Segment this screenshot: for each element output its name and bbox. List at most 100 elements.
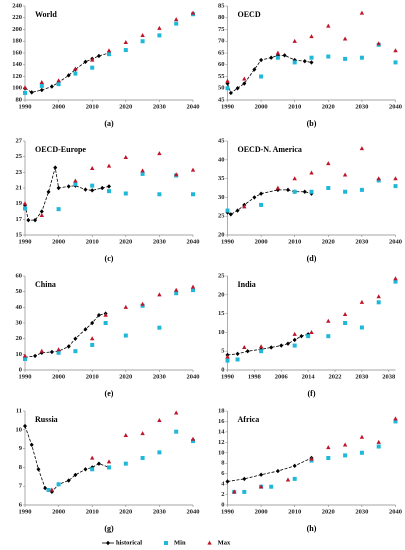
point: [29, 442, 34, 448]
point: [359, 434, 365, 439]
point: [343, 321, 348, 325]
point: [23, 206, 27, 211]
y-tick-label: 10: [16, 351, 23, 358]
point: [140, 301, 145, 306]
x-tick-label: 1998: [248, 373, 262, 380]
point: [309, 456, 314, 461]
x-tick-label: 2000: [52, 508, 65, 515]
point: [123, 461, 128, 466]
y-tick-label: 120: [12, 73, 22, 80]
x-tick-label: 2000: [255, 103, 268, 110]
y-tick-label: 85: [218, 2, 225, 9]
point: [292, 331, 297, 336]
y-tick-label: 220: [12, 14, 22, 21]
point: [66, 478, 71, 483]
point: [157, 25, 162, 30]
point: [302, 189, 307, 194]
point: [90, 188, 95, 193]
point: [140, 32, 145, 37]
x-tick-label: 2006: [275, 373, 289, 380]
point: [342, 311, 348, 316]
point: [174, 410, 179, 415]
point: [242, 476, 247, 482]
y-tick-label: 25: [218, 272, 225, 279]
point: [258, 344, 264, 349]
point: [309, 330, 314, 334]
point: [29, 90, 34, 95]
point: [190, 436, 196, 441]
point: [359, 299, 365, 304]
series-line: [24, 167, 110, 221]
panel-label: (h): [307, 524, 317, 533]
point: [73, 178, 78, 183]
legend-marker: [106, 540, 110, 546]
point: [107, 189, 111, 194]
y-tick-label: 18: [218, 407, 225, 414]
y-tick-label: 60: [218, 61, 225, 68]
chart-title: Russia: [35, 415, 58, 424]
point: [309, 189, 314, 194]
point: [309, 55, 314, 60]
point: [292, 57, 297, 63]
y-tick-label: 9: [19, 445, 23, 452]
legend-marker: [207, 540, 212, 545]
point: [225, 479, 230, 484]
point: [56, 350, 61, 355]
point: [259, 472, 264, 477]
point: [393, 60, 398, 65]
x-tick-label: 2020: [119, 103, 132, 110]
point: [306, 334, 311, 339]
point: [269, 345, 274, 350]
y-tick-label: 14: [218, 428, 225, 435]
point: [252, 67, 257, 72]
y-tick-label: 65: [218, 49, 225, 56]
x-tick-label: 2010: [86, 508, 99, 515]
point: [140, 456, 145, 460]
x-tick-label: 2010: [86, 103, 99, 110]
y-tick-label: 17: [16, 216, 23, 223]
y-tick-label: 40: [218, 156, 225, 163]
series-line: [24, 313, 106, 358]
point: [326, 318, 331, 323]
x-tick-label: 2030: [153, 508, 166, 515]
point: [123, 155, 128, 160]
point: [191, 439, 195, 444]
x-tick-label: 2030: [355, 508, 368, 515]
point: [90, 320, 95, 326]
point: [39, 348, 44, 353]
point: [140, 431, 145, 436]
point: [343, 453, 348, 458]
x-tick-label: 2020: [119, 238, 132, 245]
point: [259, 202, 264, 207]
y-tick-label: 140: [12, 61, 22, 68]
point: [225, 78, 230, 83]
point: [376, 300, 381, 305]
chart-title: OECD-N. America: [238, 145, 302, 154]
point: [242, 204, 247, 209]
point: [106, 163, 112, 168]
point: [275, 185, 281, 190]
x-tick-label: 2020: [322, 103, 335, 110]
y-tick-label: 15: [218, 310, 225, 317]
point: [225, 354, 230, 359]
y-tick-label: 15: [16, 231, 23, 238]
point: [232, 489, 237, 494]
point: [299, 333, 304, 339]
point: [174, 429, 179, 434]
point: [96, 312, 101, 318]
y-tick-label: 16: [218, 418, 225, 425]
point: [90, 467, 95, 472]
y-tick-label: 20: [16, 335, 23, 342]
point: [235, 208, 240, 213]
point: [174, 291, 179, 296]
x-tick-label: 2020: [119, 508, 132, 515]
point: [96, 53, 101, 59]
y-tick-label: 240: [12, 2, 22, 9]
point: [157, 292, 162, 297]
y-tick-label: 12: [218, 439, 225, 446]
y-tick-label: 6: [19, 501, 23, 508]
x-tick-label: 2030: [355, 238, 368, 245]
point: [174, 287, 179, 292]
y-tick-label: 27: [16, 137, 23, 144]
